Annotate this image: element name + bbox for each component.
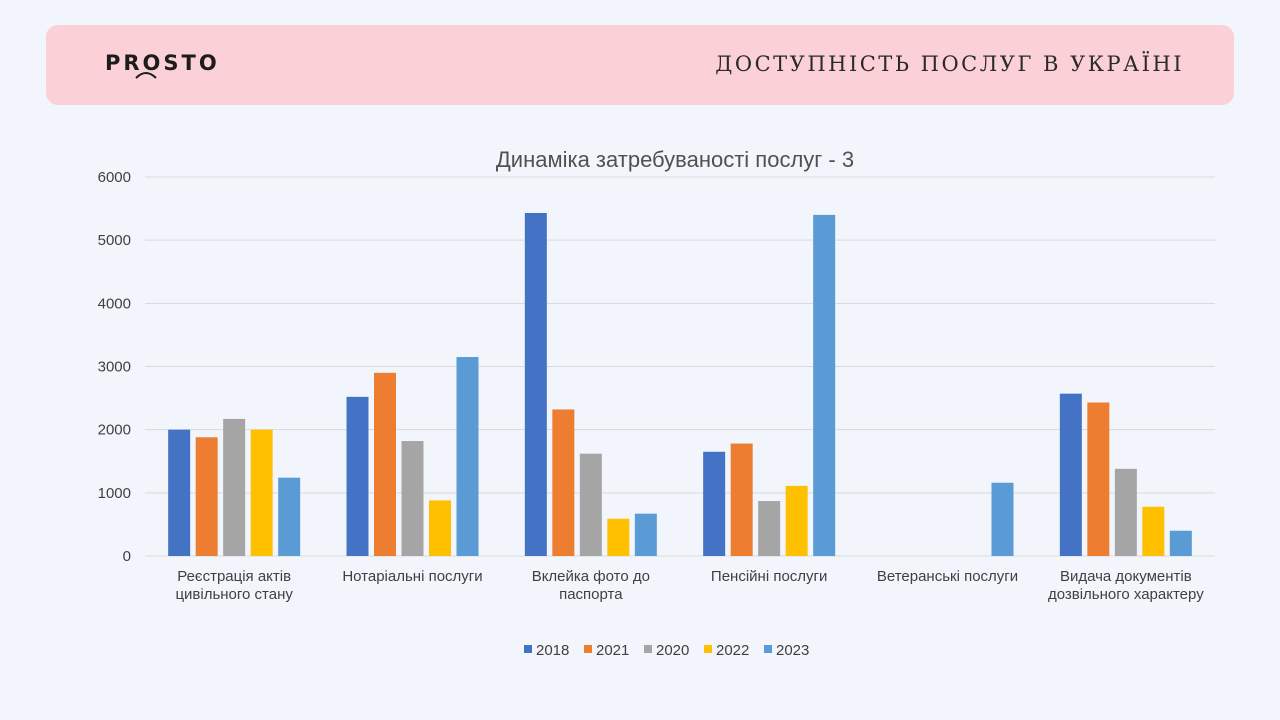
bar-2022 — [1142, 506, 1165, 556]
bar-2020 — [758, 501, 781, 556]
bar-2020 — [1114, 468, 1137, 556]
x-category-label: Ветеранські послуги — [877, 568, 1018, 585]
bar-2020 — [579, 453, 602, 556]
legend-swatch-2021 — [584, 645, 592, 653]
y-tick-label: 0 — [123, 548, 131, 565]
bar-2023 — [813, 214, 836, 556]
y-tick-label: 1000 — [98, 485, 131, 502]
y-tick-label: 4000 — [98, 295, 131, 312]
y-tick-label: 2000 — [98, 422, 131, 439]
x-category-label: Вклейка фото до — [532, 568, 650, 585]
bar-2023 — [456, 357, 479, 556]
bar-2023 — [634, 513, 657, 556]
bar-2022 — [250, 429, 273, 556]
x-category-label: Пенсійні послуги — [711, 568, 827, 585]
bar-2022 — [607, 518, 630, 556]
x-category-label: цивільного стану — [175, 586, 293, 603]
x-category-label: Нотаріальні послуги — [342, 568, 482, 585]
bar-2023 — [278, 477, 301, 556]
x-category-label: дозвільного характеру — [1048, 586, 1204, 603]
legend-label: 2021 — [596, 642, 629, 659]
bar-2023 — [1169, 530, 1192, 556]
legend-label: 2023 — [776, 642, 809, 659]
legend-swatch-2018 — [524, 645, 532, 653]
legend-swatch-2023 — [764, 645, 772, 653]
legend-label: 2018 — [536, 642, 569, 659]
bar-2018 — [168, 429, 191, 556]
bar-2018 — [346, 396, 369, 556]
bar-2020 — [401, 441, 424, 556]
bar-2020 — [223, 418, 246, 556]
legend-label: 2020 — [656, 642, 689, 659]
logo-smile-icon — [135, 72, 157, 79]
y-axis: 0 1000 2000 3000 4000 5000 6000 — [98, 169, 131, 565]
legend-swatch-2020 — [644, 645, 652, 653]
x-category-label: Видача документів — [1060, 568, 1192, 585]
y-tick-label: 5000 — [98, 232, 131, 249]
bar-2021 — [552, 409, 575, 556]
x-category-label: паспорта — [559, 586, 623, 603]
chart-title: Динаміка затребуваності послуг - 3 — [496, 147, 854, 172]
legend-label: 2022 — [716, 642, 749, 659]
bar-2021 — [1087, 402, 1110, 556]
bar-2023 — [991, 482, 1014, 556]
bar-2021 — [374, 372, 396, 556]
page-title: ДОСТУПНІСТЬ ПОСЛУГ В УКРАЇНІ — [715, 52, 1184, 76]
x-category-label: Реєстрація актів — [177, 568, 291, 585]
bar-2018 — [703, 451, 726, 556]
bar-2022 — [429, 500, 451, 556]
bar-2022 — [785, 485, 808, 556]
legend-swatch-2022 — [704, 645, 712, 653]
bar-2018 — [1059, 393, 1082, 556]
bar-2021 — [730, 443, 753, 556]
chart-grid — [145, 176, 1215, 557]
bar-2018 — [524, 213, 547, 556]
y-tick-label: 6000 — [98, 169, 131, 186]
brand-logo: PROSTO — [105, 51, 220, 75]
chart-bars — [168, 213, 1192, 556]
chart-legend: 2018 2021 2020 2022 2023 — [524, 642, 809, 659]
bar-2021 — [195, 437, 218, 556]
header-banner: PROSTO ДОСТУПНІСТЬ ПОСЛУГ В УКРАЇНІ — [46, 25, 1234, 105]
y-tick-label: 3000 — [98, 359, 131, 376]
